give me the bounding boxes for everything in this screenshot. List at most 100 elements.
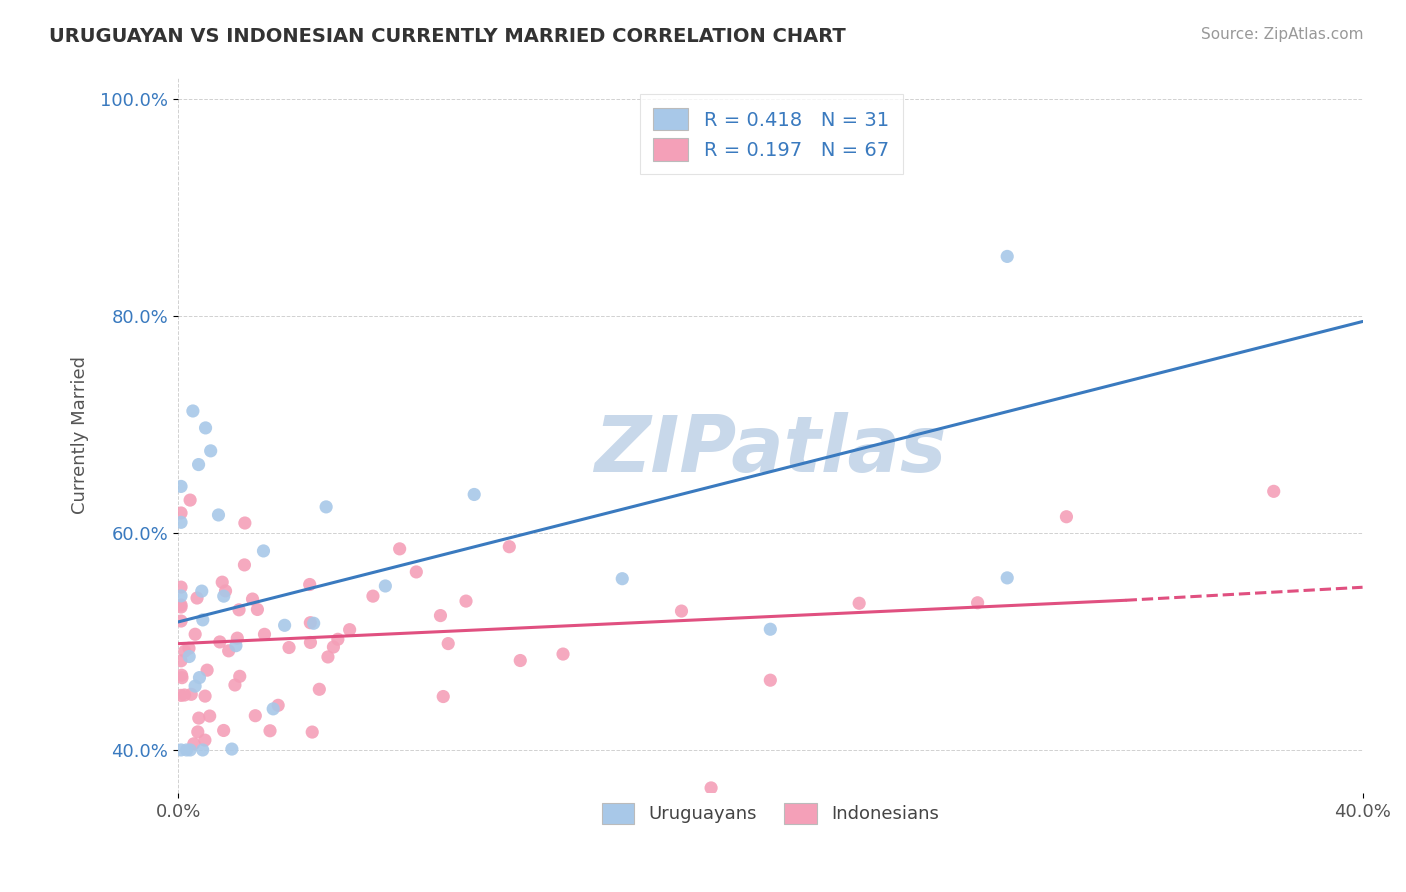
Point	[184, 679, 207, 693]
Point	[759, 622, 782, 636]
Text: Source: ZipAtlas.com: Source: ZipAtlas.com	[1201, 27, 1364, 42]
Point	[551, 647, 574, 661]
Point	[214, 583, 236, 598]
Point	[995, 249, 1018, 263]
Point	[671, 604, 693, 618]
Point	[187, 725, 209, 739]
Point	[361, 589, 384, 603]
Point	[252, 544, 274, 558]
Point	[211, 575, 233, 590]
Point	[200, 443, 222, 458]
Point	[173, 644, 195, 658]
Point	[176, 743, 198, 757]
Point	[184, 627, 207, 641]
Point	[191, 613, 214, 627]
Point	[198, 709, 221, 723]
Point	[316, 649, 339, 664]
Point	[170, 580, 193, 594]
Point	[339, 623, 361, 637]
Text: URUGUAYAN VS INDONESIAN CURRENTLY MARRIED CORRELATION CHART: URUGUAYAN VS INDONESIAN CURRENTLY MARRIE…	[49, 27, 846, 45]
Point	[208, 635, 231, 649]
Point	[298, 577, 321, 591]
Point	[463, 487, 485, 501]
Point	[1263, 484, 1285, 499]
Point	[188, 671, 211, 685]
Point	[173, 688, 195, 702]
Point	[374, 579, 396, 593]
Point	[170, 600, 193, 615]
Point	[170, 589, 193, 603]
Point	[191, 743, 214, 757]
Point	[388, 541, 411, 556]
Point	[848, 596, 870, 610]
Point	[179, 493, 201, 508]
Point	[170, 654, 193, 668]
Point	[212, 723, 235, 738]
Point	[278, 640, 301, 655]
Point	[405, 565, 427, 579]
Point	[759, 673, 782, 688]
Point	[246, 602, 269, 616]
Point	[454, 594, 477, 608]
Point	[229, 669, 252, 683]
Point	[509, 653, 531, 667]
Point	[302, 616, 325, 631]
Point	[170, 598, 193, 612]
Point	[218, 644, 240, 658]
Legend: Uruguayans, Indonesians: Uruguayans, Indonesians	[591, 792, 950, 834]
Point	[194, 421, 217, 435]
Point	[253, 627, 276, 641]
Point	[186, 591, 208, 605]
Point	[308, 682, 330, 697]
Point	[212, 589, 235, 603]
Point	[180, 687, 202, 701]
Point	[187, 458, 209, 472]
Point	[498, 540, 520, 554]
Y-axis label: Currently Married: Currently Married	[72, 357, 89, 515]
Point	[225, 639, 247, 653]
Point	[221, 742, 243, 756]
Point	[228, 603, 250, 617]
Point	[224, 678, 246, 692]
Point	[301, 725, 323, 739]
Point	[262, 702, 284, 716]
Point	[299, 615, 322, 630]
Point	[194, 689, 217, 703]
Point	[187, 711, 209, 725]
Point	[181, 404, 204, 418]
Point	[183, 737, 205, 751]
Point	[267, 698, 290, 713]
Point	[191, 584, 214, 599]
Point	[322, 640, 344, 654]
Point	[170, 671, 193, 685]
Point	[170, 689, 193, 703]
Point	[299, 635, 322, 649]
Text: ZIPatlas: ZIPatlas	[595, 412, 946, 488]
Point	[170, 668, 193, 682]
Point	[233, 558, 256, 572]
Point	[195, 663, 218, 677]
Point	[429, 608, 451, 623]
Point	[170, 516, 193, 530]
Point	[170, 614, 193, 628]
Point	[170, 743, 193, 757]
Point	[233, 516, 256, 530]
Point	[245, 708, 267, 723]
Point	[207, 508, 229, 522]
Point	[437, 637, 460, 651]
Point	[966, 596, 988, 610]
Point	[259, 723, 281, 738]
Point	[177, 641, 200, 656]
Point	[326, 632, 349, 647]
Point	[179, 743, 201, 757]
Point	[612, 572, 634, 586]
Point	[179, 649, 201, 664]
Point	[432, 690, 454, 704]
Point	[242, 592, 264, 607]
Point	[194, 733, 217, 747]
Point	[315, 500, 337, 514]
Point	[995, 571, 1018, 585]
Point	[170, 506, 193, 520]
Point	[170, 479, 193, 493]
Point	[1054, 509, 1077, 524]
